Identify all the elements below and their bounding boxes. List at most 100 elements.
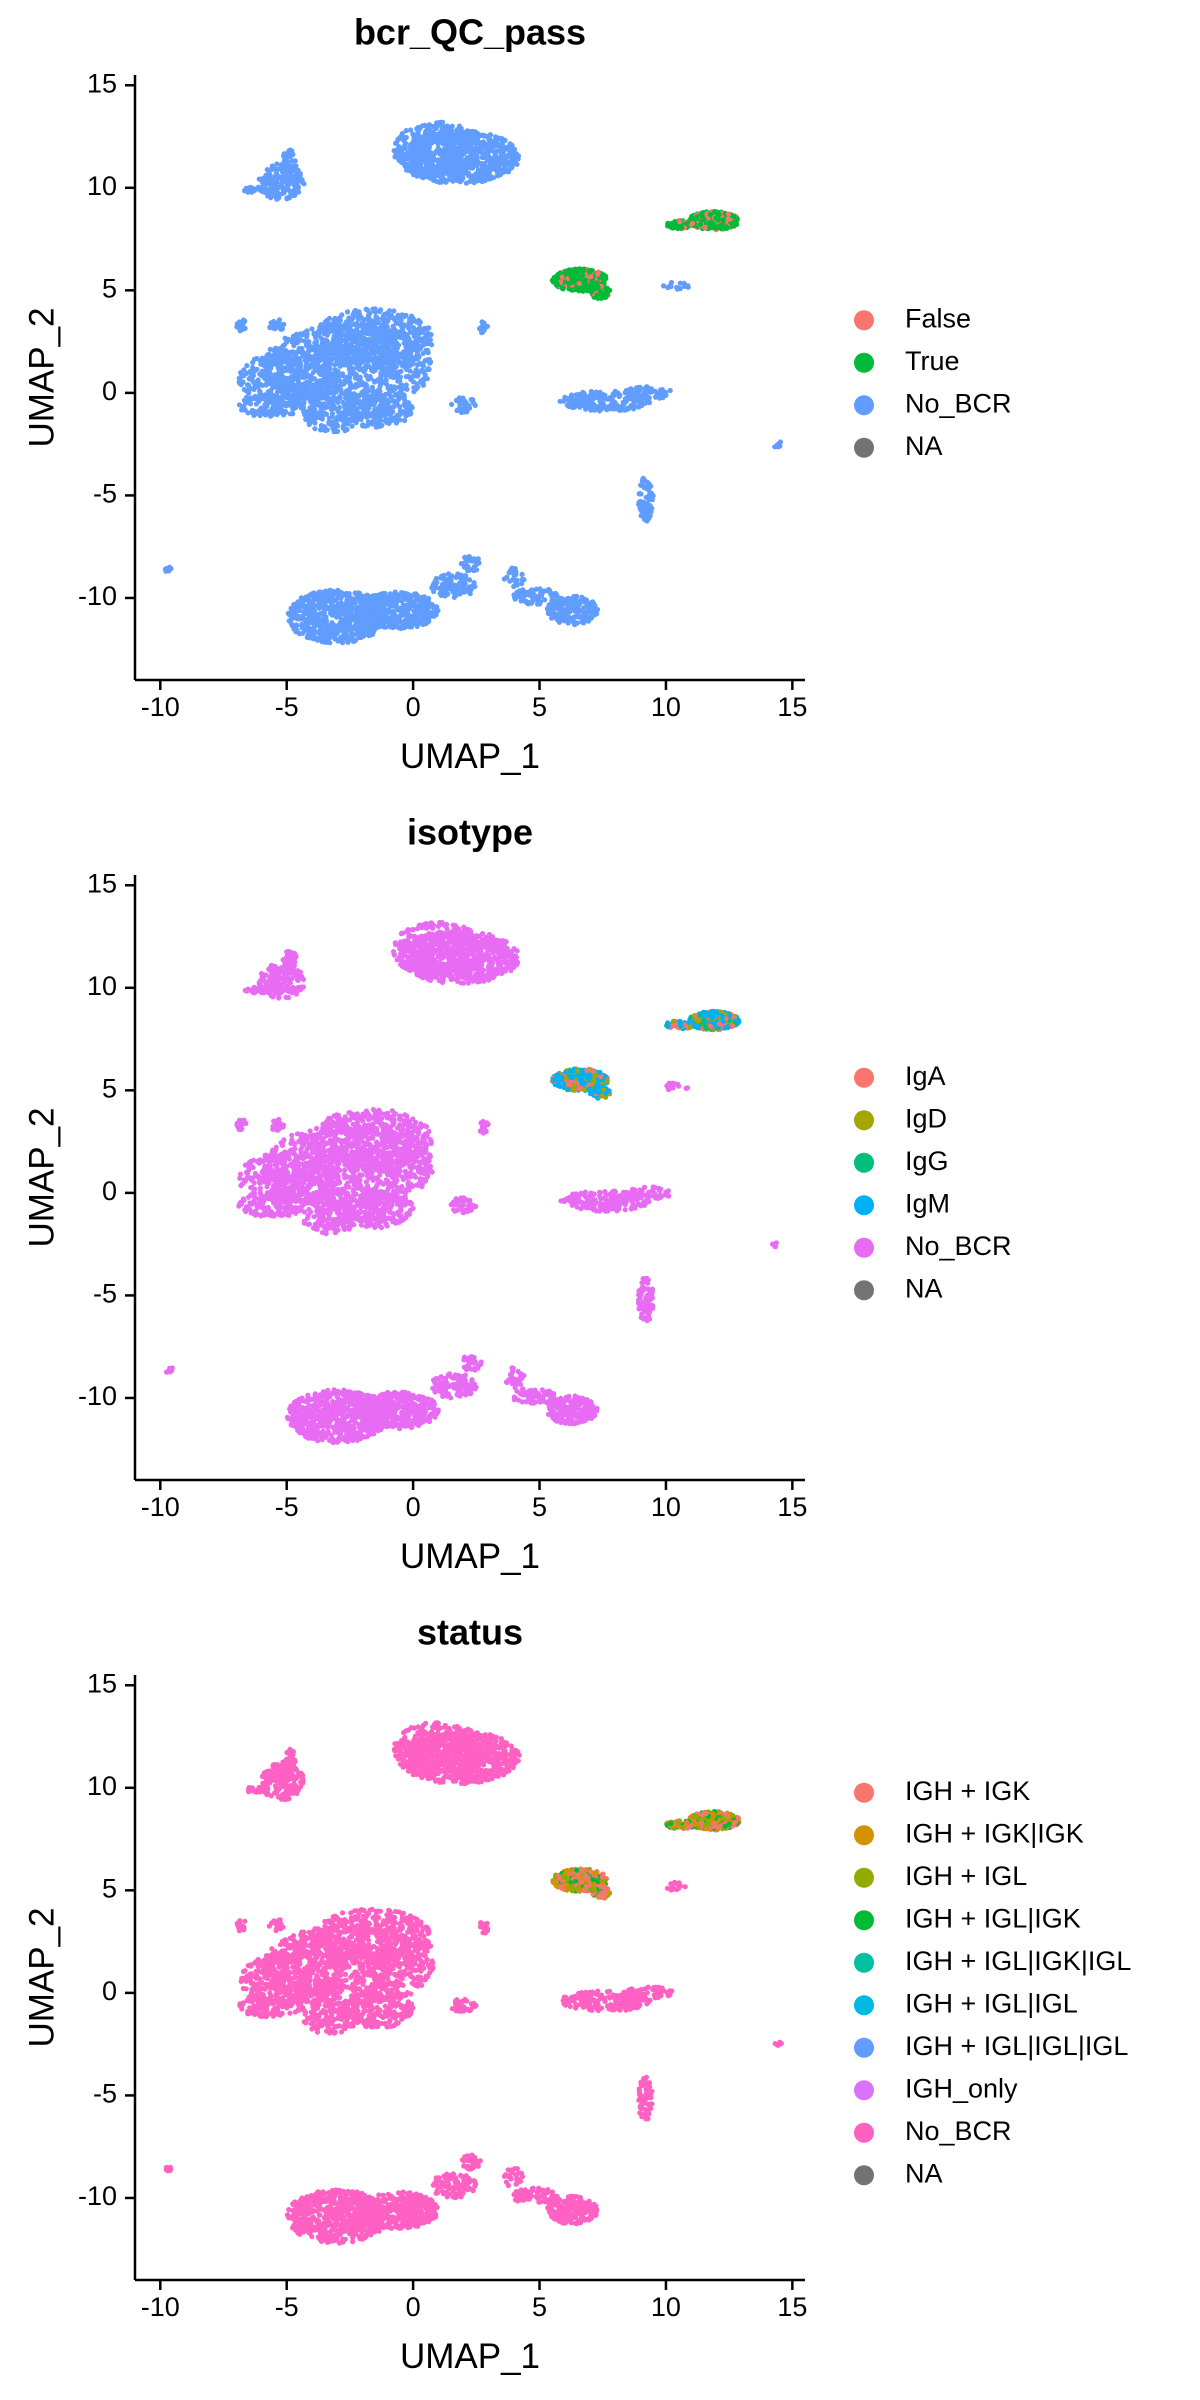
data-point: [443, 138, 449, 144]
data-point: [362, 409, 368, 415]
data-point: [469, 158, 475, 164]
data-point: [463, 180, 469, 186]
data-point: [321, 410, 327, 416]
data-point: [498, 142, 504, 148]
data-point: [296, 613, 302, 620]
data-point: [288, 621, 294, 627]
data-point: [430, 175, 436, 181]
data-point: [342, 342, 348, 348]
data-point: [375, 598, 382, 604]
data-point: [386, 387, 393, 394]
data-point: [333, 353, 339, 359]
data-point: [387, 598, 393, 604]
data-point: [361, 335, 367, 341]
data-point: [304, 343, 310, 349]
data-point: [418, 135, 424, 141]
data-point: [443, 164, 449, 170]
data-point: [378, 362, 384, 368]
data-point: [324, 326, 330, 332]
data-point: [405, 323, 411, 329]
data-point: [317, 368, 323, 375]
data-point: [333, 326, 340, 332]
data-point: [407, 406, 414, 412]
data-point: [365, 619, 371, 625]
data-point: [364, 362, 370, 368]
data-point: [416, 361, 422, 367]
data-point: [417, 125, 423, 131]
data-point: [357, 607, 363, 613]
data-point: [456, 396, 462, 403]
data-point: [283, 339, 290, 345]
data-point: [283, 403, 289, 409]
data-point: [462, 146, 469, 152]
data-point: [585, 403, 591, 409]
data-point: [421, 145, 427, 151]
data-point: [391, 148, 397, 154]
data-point: [253, 401, 259, 407]
data-point: [340, 414, 346, 420]
data-point: [299, 177, 305, 183]
data-point: [326, 415, 332, 421]
data-point: [299, 350, 305, 356]
data-point: [422, 358, 428, 364]
data-point: [425, 597, 431, 603]
data-point: [350, 638, 356, 644]
data-point: [642, 385, 649, 391]
data-point: [380, 405, 386, 411]
data-point: [298, 388, 304, 394]
data-point: [291, 604, 297, 610]
data-point: [299, 374, 305, 380]
data-point: [341, 362, 348, 368]
data-point: [334, 614, 340, 620]
data-point: [367, 594, 373, 600]
data-point: [421, 612, 427, 618]
data-point: [417, 162, 424, 168]
data-point: [293, 629, 299, 635]
data-point: [487, 132, 493, 138]
data-point: [496, 169, 502, 175]
data-point: [274, 195, 280, 202]
data-point: [414, 319, 420, 325]
data-point: [420, 381, 426, 387]
data-point: [289, 148, 295, 154]
data-point: [283, 377, 289, 383]
data-point: [607, 406, 613, 412]
data-point: [352, 359, 358, 365]
data-point: [391, 308, 397, 314]
data-point: [419, 594, 425, 600]
data-point: [379, 617, 385, 623]
data-point: [494, 155, 500, 161]
data-point: [387, 361, 393, 367]
data-point: [454, 573, 460, 580]
data-point: [366, 311, 372, 318]
data-point: [352, 600, 358, 606]
data-point: [347, 418, 353, 424]
data-point: [482, 172, 489, 178]
data-point: [268, 195, 274, 201]
data-point: [349, 334, 355, 340]
data-point: [623, 407, 630, 413]
data-point: [364, 330, 370, 336]
data-point: [364, 631, 370, 638]
data-point: [387, 591, 393, 597]
data-point: [352, 307, 358, 314]
data-point: [263, 382, 269, 388]
data-point: [265, 352, 271, 358]
data-point: [479, 132, 485, 138]
data-point: [304, 412, 310, 418]
data-point: [309, 326, 315, 332]
data-point: [418, 154, 424, 160]
data-point: [278, 360, 284, 366]
data-point: [310, 369, 316, 375]
data-point: [372, 320, 378, 326]
data-point: [413, 327, 419, 333]
data-point: [351, 409, 357, 415]
data-point: [399, 159, 405, 165]
data-point: [506, 148, 512, 154]
data-point: [288, 368, 294, 374]
data-point: [382, 335, 388, 341]
data-point: [482, 178, 488, 184]
data-point: [562, 397, 568, 403]
data-point: [569, 392, 575, 398]
data-point: [304, 596, 311, 602]
